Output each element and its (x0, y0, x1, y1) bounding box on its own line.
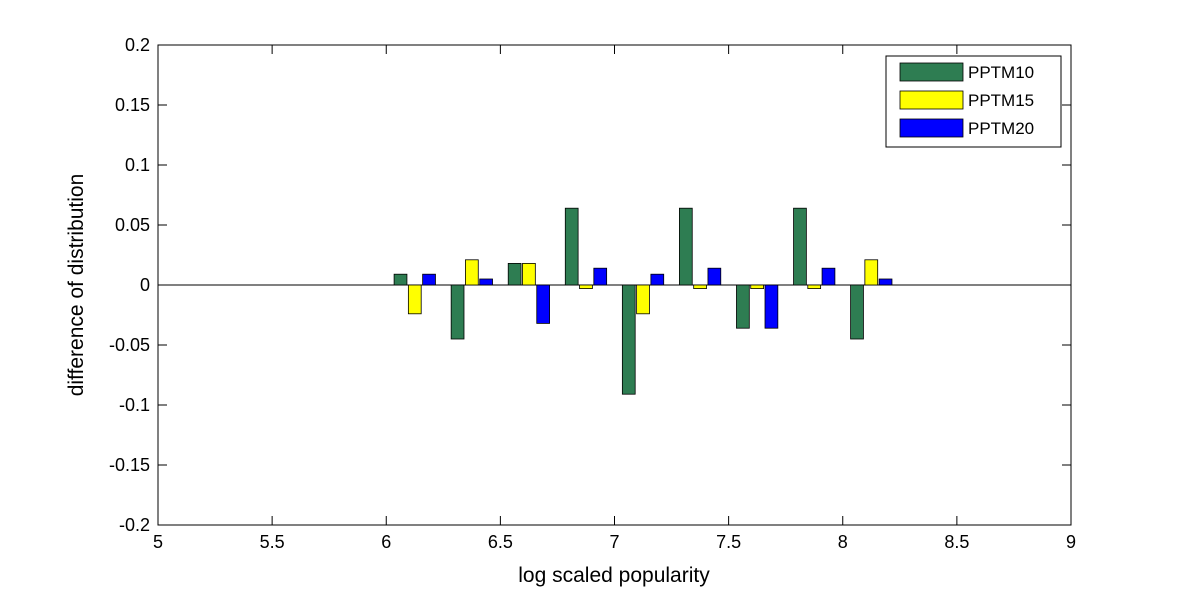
bar-PPTM10-7 (793, 207, 807, 286)
series-PPTM10 (393, 207, 864, 395)
x-tick-label: 6 (381, 532, 391, 552)
y-tick-label: -0.2 (119, 515, 150, 535)
legend-label-PPTM10: PPTM10 (968, 63, 1034, 82)
bar-PPTM15-5 (693, 284, 707, 289)
bar-PPTM15-0 (407, 284, 422, 315)
bar-PPTM20-6 (764, 284, 779, 329)
legend: PPTM10 PPTM15 PPTM20 (885, 55, 1062, 148)
legend-swatch-PPTM10 (899, 62, 964, 82)
y-tick-label: 0.1 (125, 155, 150, 175)
bar-PPTM10-5 (679, 207, 693, 286)
x-tick-labels: 5 5.5 6 6.5 7 7.5 8 8.5 9 (153, 532, 1076, 552)
bar-PPTM20-4 (650, 273, 665, 286)
legend-label-PPTM15: PPTM15 (968, 91, 1034, 110)
bar-PPTM20-1 (479, 278, 493, 286)
y-tick-label: 0.05 (115, 215, 150, 235)
x-tick-label: 7.5 (716, 532, 741, 552)
bar-PPTM20-5 (707, 267, 722, 286)
x-axis-title: log scaled popularity (518, 564, 710, 587)
y-tick-labels: -0.2 -0.15 -0.1 -0.05 0 0.05 0.1 0.15 0.2 (109, 35, 150, 535)
series-PPTM15 (407, 259, 879, 315)
bar-PPTM20-3 (593, 267, 608, 286)
x-tick-label: 5 (153, 532, 163, 552)
bar-PPTM20-8 (878, 278, 893, 286)
y-axis-title: difference of distribution (65, 174, 88, 397)
x-tick-label: 7 (609, 532, 619, 552)
y-tick-label: 0.15 (115, 95, 150, 115)
bar-PPTM10-3 (564, 207, 579, 286)
bar-PPTM15-7 (807, 284, 822, 289)
bar-PPTM10-0 (393, 273, 408, 286)
bar-PPTM10-1 (450, 284, 465, 340)
bar-PPTM15-3 (579, 284, 593, 289)
bar-PPTM10-4 (621, 284, 636, 395)
y-tick-label: -0.15 (109, 455, 150, 475)
bar-series-group (393, 207, 893, 395)
bar-PPTM15-1 (465, 259, 479, 286)
y-tick-label: -0.05 (109, 335, 150, 355)
x-tick-label: 8 (838, 532, 848, 552)
x-tick-label: 9 (1066, 532, 1076, 552)
bar-PPTM10-8 (850, 284, 864, 340)
series-PPTM20 (422, 267, 893, 329)
bar-PPTM10-6 (736, 284, 750, 329)
y-tick-label: 0 (140, 275, 150, 295)
x-tick-label: 8.5 (944, 532, 969, 552)
bar-PPTM20-2 (536, 284, 550, 324)
bar-PPTM20-0 (422, 273, 436, 286)
bar-PPTM15-4 (636, 284, 650, 315)
bar-PPTM20-7 (821, 267, 836, 286)
bar-PPTM15-8 (864, 259, 879, 286)
y-tick-label: -0.1 (119, 395, 150, 415)
x-tick-label: 5.5 (260, 532, 285, 552)
bar-PPTM10-2 (507, 262, 522, 286)
bar-PPTM15-2 (522, 262, 536, 286)
y-tick-label: 0.2 (125, 35, 150, 55)
legend-label-PPTM20: PPTM20 (968, 119, 1034, 138)
bar-PPTM15-6 (750, 284, 764, 289)
legend-swatch-PPTM15 (899, 90, 964, 110)
x-tick-label: 6.5 (488, 532, 513, 552)
legend-swatch-PPTM20 (899, 118, 964, 138)
